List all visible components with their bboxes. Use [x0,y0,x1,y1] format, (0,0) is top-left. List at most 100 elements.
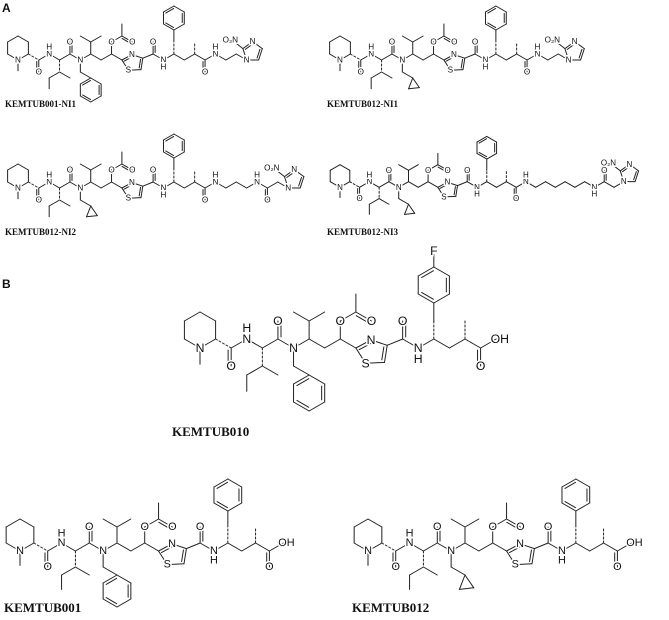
bond [398,198,410,205]
bond [408,77,414,90]
bond [121,182,133,189]
bonds [5,5,640,608]
atom-label: O [451,38,457,47]
bond [580,48,585,61]
atom-label: O [464,166,470,175]
atom-label: O [391,561,399,573]
bond [381,542,397,552]
bond [38,181,50,189]
atom-label: O [356,194,362,203]
bond [329,35,341,43]
bond [100,181,113,189]
bond [329,181,341,188]
bond [436,542,452,552]
atom-label: H [368,42,374,51]
bond [516,53,528,61]
atom-label: O [488,521,496,533]
bond [462,57,466,71]
bond [183,53,196,61]
bond [339,53,351,61]
atom-label: N [367,333,376,347]
bond [353,518,369,528]
atom-label: N [535,50,541,59]
bond [105,577,118,585]
bond [370,71,383,79]
bond [531,548,535,565]
bond [111,163,123,171]
atom-label: N [627,160,633,169]
bond [448,338,466,349]
bond [17,53,29,61]
atom-label: O [226,359,236,373]
bond [398,164,410,171]
bond [353,542,369,552]
bond [144,542,160,552]
bond [121,187,129,199]
bond [564,181,576,188]
bond [401,35,414,43]
bond [121,165,131,172]
atom-label: N [254,178,260,187]
bond [495,53,507,61]
bond [165,150,175,157]
atom-label: H [161,191,167,200]
bond [158,521,170,529]
bond [545,181,556,188]
bond [261,365,279,376]
bond [308,338,326,349]
bond [634,170,640,183]
atom-label: H [210,555,218,567]
atom-label: N [161,56,167,65]
bond [90,95,102,103]
bond [82,79,92,86]
atom-label: N [451,50,457,59]
atom-label: O [613,561,621,573]
bond [474,53,486,61]
atom-label: N [406,537,414,549]
atom-label: H [366,170,372,179]
bond [554,181,566,188]
bond [384,344,388,363]
atom-label: N [483,56,489,65]
atom-label: S [126,194,132,203]
bond [402,338,419,349]
panel-label: A [2,1,11,15]
bond [48,53,61,61]
bond [443,195,457,198]
atom-label: H [46,170,52,179]
panel-label: B [2,277,11,291]
bond [476,135,488,143]
bond [412,77,420,89]
atom-label: O [108,166,114,175]
bond [487,22,497,29]
bond [561,502,577,512]
bond [293,338,310,349]
atom-label: O [265,561,273,573]
bond [74,566,90,576]
atom-label: H [254,170,260,179]
bond [144,518,160,528]
atom-label: O [476,359,486,373]
atom-label: O [398,314,408,328]
bond [79,77,92,85]
bond [90,205,98,217]
atom-label: N [285,184,291,193]
compound-name: KEMTUB001 [4,600,81,615]
atom-label: N [77,56,83,65]
bond [213,542,229,552]
bond [61,566,76,576]
atom-label: O [264,196,270,205]
atom-label: N [592,183,598,192]
bond [603,181,615,188]
bond [408,87,420,90]
atom-label: N [364,545,372,557]
atom-label: O [273,314,283,328]
bond [142,181,154,187]
bond [142,53,154,59]
bond [296,399,310,408]
bond [514,563,533,566]
bond [409,542,424,552]
bond [152,53,164,61]
bond [140,57,144,71]
bond [408,164,419,171]
